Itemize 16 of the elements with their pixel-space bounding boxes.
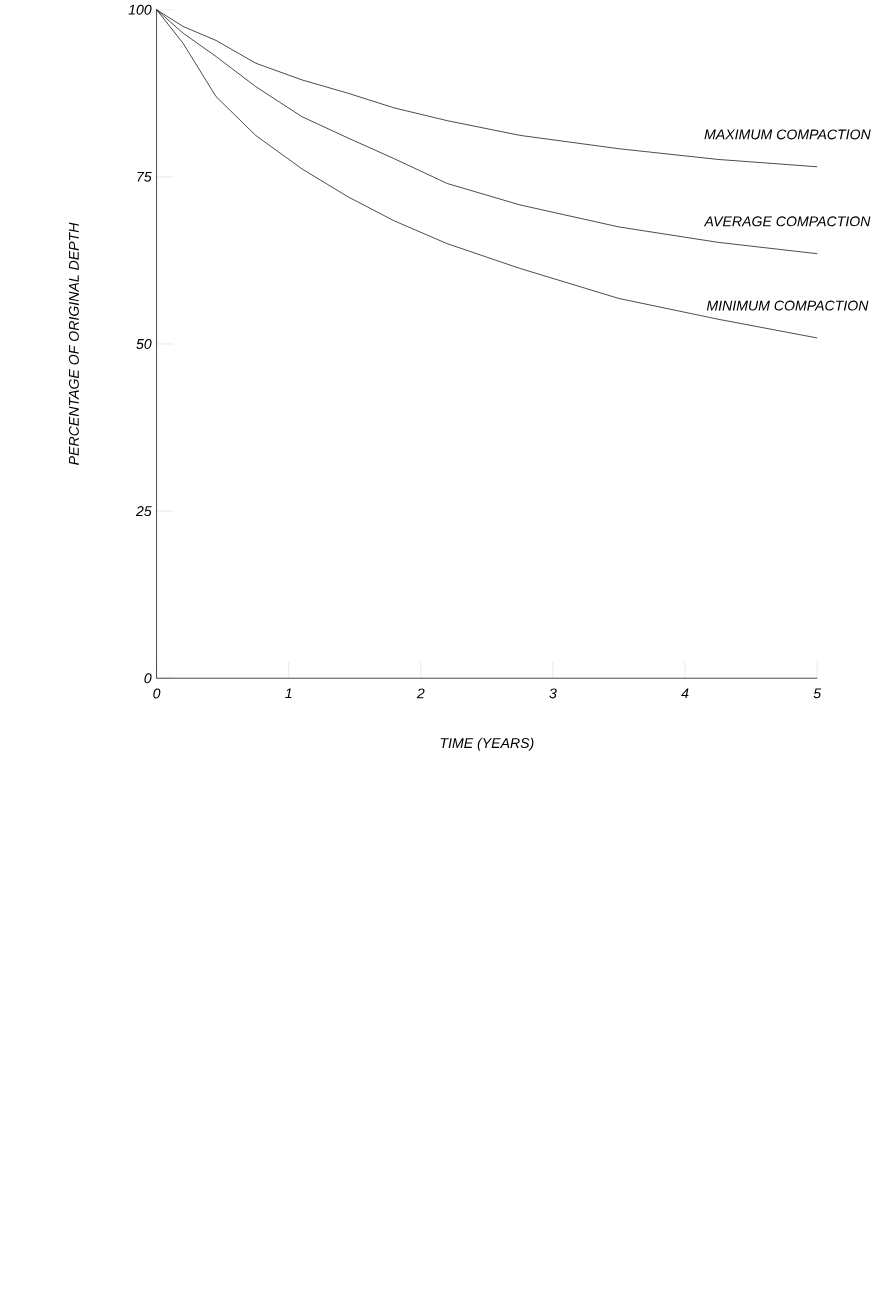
x-tick-label: 1 — [284, 688, 292, 699]
x-axis-title: TIME (YEARS) — [440, 737, 534, 751]
x-tick-label: 4 — [680, 688, 689, 699]
x-tick-label: 0 — [153, 688, 161, 699]
series-label: MINIMUM COMPACTION — [706, 300, 869, 311]
series-label: AVERAGE COMPACTION — [703, 216, 871, 227]
y-tick-label: 25 — [135, 506, 152, 517]
x-tick-label: 3 — [549, 688, 557, 699]
x-tick-label: 5 — [813, 688, 821, 699]
y-tick-label: 0 — [144, 673, 152, 684]
y-tick-label: 100 — [128, 4, 152, 15]
series-label: MAXIMUM COMPACTION — [704, 129, 871, 140]
y-tick-label: 75 — [137, 171, 152, 182]
y-axis-title: PERCENTAGE OF ORIGINAL DEPTH — [68, 222, 79, 465]
x-tick-label: 2 — [416, 688, 425, 699]
y-tick-label: 50 — [136, 338, 152, 349]
